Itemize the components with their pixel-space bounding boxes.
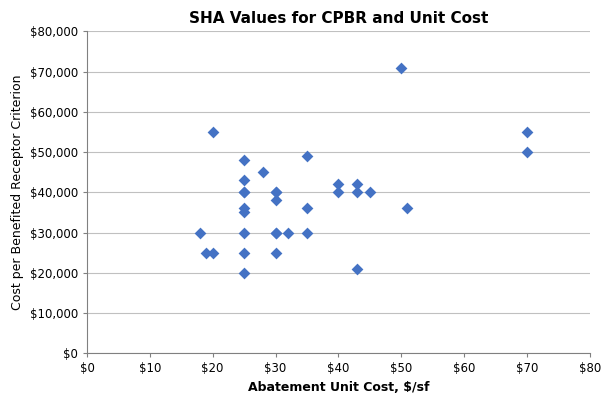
Point (239, 270, 249, 276)
Point (365, 189, 375, 196)
Point (207, 249, 217, 256)
Point (239, 189, 249, 196)
Point (283, 229, 293, 236)
Point (201, 249, 211, 256)
Point (522, 129, 532, 135)
Point (271, 197, 280, 204)
Point (353, 181, 362, 188)
Point (271, 189, 280, 196)
Point (353, 189, 362, 196)
Point (239, 229, 249, 236)
Point (195, 229, 205, 236)
Point (239, 177, 249, 183)
Point (397, 64, 406, 71)
Point (302, 205, 312, 212)
Y-axis label: Cost per Benefited Receptor Criterion: Cost per Benefited Receptor Criterion (11, 75, 24, 310)
Point (271, 249, 280, 256)
Point (522, 149, 532, 156)
Point (239, 249, 249, 256)
Point (239, 189, 249, 196)
Point (353, 266, 362, 272)
Point (302, 229, 312, 236)
Point (271, 189, 280, 196)
Point (334, 189, 343, 196)
Point (271, 229, 280, 236)
Point (239, 209, 249, 216)
Point (207, 129, 217, 135)
Point (239, 205, 249, 212)
X-axis label: Abatement Unit Cost, $/sf: Abatement Unit Cost, $/sf (248, 381, 429, 394)
Point (403, 205, 412, 212)
Point (302, 153, 312, 160)
Point (271, 229, 280, 236)
Point (258, 169, 268, 175)
Point (334, 181, 343, 188)
Title: SHA Values for CPBR and Unit Cost: SHA Values for CPBR and Unit Cost (188, 11, 488, 26)
Point (239, 157, 249, 164)
